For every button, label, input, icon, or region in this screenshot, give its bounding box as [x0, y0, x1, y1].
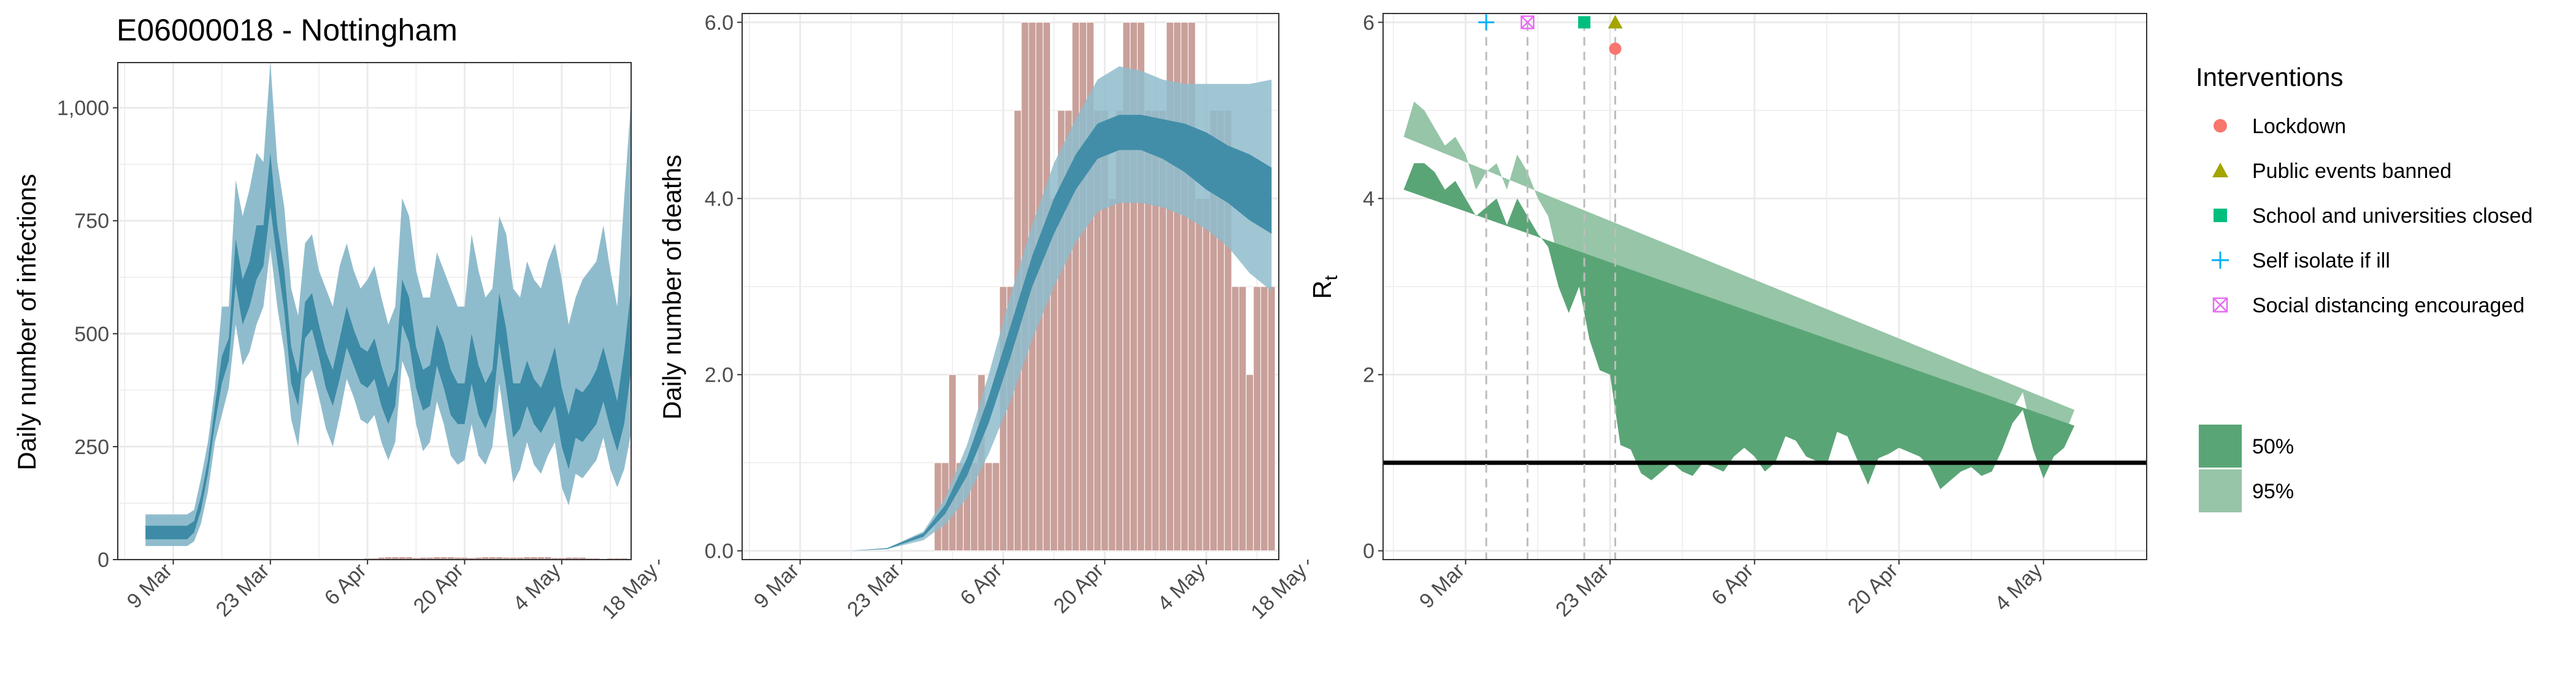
legend-intervention-label: Social distancing encouraged — [2252, 294, 2524, 317]
deaths-bar — [1108, 198, 1116, 552]
legend-marker-square-x — [2212, 297, 2228, 313]
legend-intervention-items: Lockdown Public events banned School and u… — [2212, 115, 2532, 317]
legend-band-label: 50% — [2252, 435, 2294, 458]
legend-intervention-label: Lockdown — [2252, 115, 2346, 138]
rt-x-tick-label: 9 Mar — [1415, 559, 1469, 613]
rt-x-ticks: 9 Mar 23 Mar 6 Apr 20 Apr 4 May — [1415, 559, 2047, 622]
deaths-x-tick-label: 4 May — [1153, 559, 1209, 615]
deaths-x-tick-label: 20 Apr — [1049, 559, 1108, 618]
legend-marker-triangle — [2212, 163, 2228, 177]
rt-y-tick-label: 4 — [1363, 187, 1374, 210]
deaths-bar — [1260, 286, 1268, 552]
deaths-panel-border — [742, 13, 1279, 560]
deaths-bar — [1195, 198, 1203, 552]
deaths-y-axis-label: Daily number of deaths — [657, 155, 686, 420]
rt-intervention-markers — [1478, 14, 1623, 55]
deaths-bar — [1267, 286, 1276, 552]
infections-x-tick-label: 20 Apr — [409, 559, 468, 618]
deaths-bar — [1246, 374, 1254, 552]
infections-y-tick-label: 0 — [98, 549, 109, 572]
deaths-bar — [984, 462, 993, 552]
rt-x-tick-label: 23 Mar — [1551, 559, 1614, 622]
rt-band-50 — [1403, 163, 2075, 490]
rt-marker-triangle — [1608, 15, 1623, 29]
rt-panel: Rt 0 2 4 6 9 Mar 23 Mar 6 Apr 20 Apr 4 May — [1308, 11, 2147, 621]
deaths-x-tick-label: 9 Mar — [749, 559, 803, 613]
deaths-bands — [851, 66, 1272, 551]
legend-band-items: 50% 95% — [2199, 425, 2294, 512]
rt-marker-square-x — [1520, 15, 1535, 29]
deaths-panel: Daily number of deaths 0.0 2.0 4.0 6.0 9 Ma… — [657, 11, 1311, 623]
rt-x-tick-label: 20 Apr — [1843, 559, 1902, 618]
deaths-bar — [948, 374, 957, 552]
infections-x-tick-label: 6 Apr — [320, 559, 371, 610]
legend-title: Interventions — [2196, 63, 2343, 91]
legend-intervention-label: Public events banned — [2252, 160, 2451, 183]
deaths-band-95 — [851, 66, 1272, 551]
rt-panel-border — [1382, 13, 2147, 560]
infections-y-tick-label: 500 — [74, 323, 109, 346]
infections-y-axis-label: Daily number of infections — [12, 174, 41, 470]
deaths-x-tick-label: 18 May — [1246, 559, 1311, 624]
legend-intervention-label: School and universities closed — [2252, 204, 2532, 228]
rt-y-tick-label: 6 — [1363, 11, 1374, 34]
deaths-bar — [1202, 198, 1211, 552]
legend-marker-plus — [2212, 252, 2229, 269]
infections-band-95 — [145, 63, 631, 546]
infections-x-tick-label: 18 May — [597, 559, 662, 624]
deaths-bar — [1253, 286, 1261, 552]
chart-title: E06000018 - Nottingham — [117, 13, 458, 47]
legend-marker-circle — [2214, 119, 2227, 133]
rt-y-tick-label: 2 — [1363, 364, 1374, 387]
rt-y-tick-label: 0 — [1363, 540, 1374, 563]
deaths-y-tick-label: 6.0 — [705, 11, 734, 34]
rt-x-tick-label: 4 May — [1990, 559, 2047, 615]
rt-y-axis-label-subscript: t — [1321, 275, 1341, 280]
infections-bands — [145, 63, 631, 546]
infections-y-tick-label: 250 — [74, 436, 109, 459]
deaths-x-tick-label: 23 Mar — [843, 559, 905, 622]
rt-x-tick-label: 6 Apr — [1707, 559, 1758, 610]
infections-y-tick-label: 750 — [74, 210, 109, 233]
infections-y-ticks: 0 250 500 750 1,000 — [57, 97, 118, 572]
rt-y-axis-label: Rt — [1308, 275, 1341, 299]
deaths-y-tick-label: 2.0 — [705, 364, 734, 387]
rt-bands — [1403, 101, 2075, 490]
infections-y-tick-label: 1,000 — [57, 97, 109, 120]
rt-y-ticks: 0 2 4 6 — [1363, 11, 1383, 563]
infections-x-tick-label: 23 Mar — [212, 559, 274, 622]
deaths-y-tick-label: 4.0 — [705, 187, 734, 210]
infections-x-ticks: 9 Mar 23 Mar 6 Apr 20 Apr 4 May 18 May — [123, 559, 662, 624]
deaths-bar — [1071, 21, 1080, 552]
rt-marker-circle — [1609, 42, 1622, 55]
deaths-bar — [1238, 286, 1247, 552]
infections-panel: Daily number of infections 0 250 500 750 1,0… — [12, 62, 662, 624]
infections-x-tick-label: 9 Mar — [123, 559, 177, 613]
legend-band-swatch — [2199, 425, 2242, 468]
legend: Interventions Lockdown Public events bann… — [2196, 63, 2532, 512]
rt-grid — [1383, 13, 2147, 560]
rt-marker-plus — [1478, 14, 1495, 31]
legend-marker-square — [2214, 209, 2227, 222]
deaths-x-ticks: 9 Mar 23 Mar 6 Apr 20 Apr 4 May 18 May — [749, 559, 1311, 624]
deaths-bar — [992, 462, 1000, 552]
deaths-band-50 — [851, 115, 1272, 551]
deaths-bar — [1231, 286, 1240, 552]
rt-y-axis-label-main: R — [1308, 280, 1336, 299]
infections-panel-border — [117, 62, 632, 560]
deaths-y-ticks: 0.0 2.0 4.0 6.0 — [705, 11, 742, 563]
deaths-x-tick-label: 6 Apr — [956, 559, 1006, 610]
legend-intervention-label: Self isolate if ill — [2252, 249, 2390, 272]
infections-x-tick-label: 4 May — [508, 559, 565, 615]
rt-intervention-lines — [1485, 22, 1617, 560]
deaths-y-tick-label: 0.0 — [705, 540, 734, 563]
legend-band-swatch — [2199, 469, 2242, 512]
legend-band-label: 95% — [2252, 480, 2294, 503]
rt-marker-square — [1578, 16, 1591, 29]
